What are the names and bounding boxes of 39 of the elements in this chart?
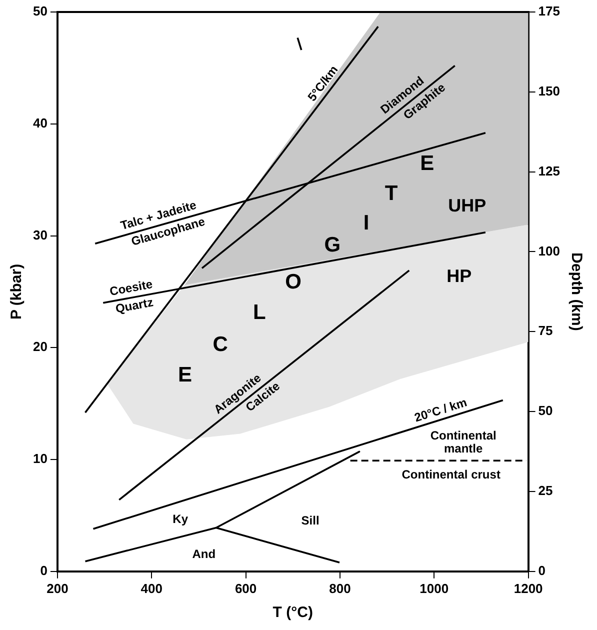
y-tick-label: 30 (32, 227, 48, 242)
x-axis-title: T (°C) (272, 604, 313, 622)
y2-axis-title: Depth (km) (568, 252, 585, 331)
annotation: Continental mantle (430, 428, 496, 456)
annotation: G (324, 234, 341, 257)
y2-tick-label: 25 (538, 483, 553, 498)
y2-tick-label: 50 (538, 403, 553, 418)
annotation: Sill (301, 513, 320, 528)
y2-tick-label: 150 (538, 83, 560, 98)
annotation: I (363, 211, 370, 234)
annotation: E (178, 363, 192, 386)
annotation: UHP (448, 196, 486, 216)
x-tick-label: 1200 (514, 580, 543, 596)
y-tick-label: 0 (40, 562, 48, 578)
annotation: C (212, 333, 228, 356)
annotation: Ky (172, 512, 188, 526)
y-tick-label: 10 (32, 451, 48, 466)
x-tick-label: 400 (140, 580, 162, 596)
y2-tick-label: 75 (538, 323, 553, 338)
annotation: T (384, 182, 398, 206)
annotation: And (192, 546, 216, 561)
annotation: 20°C / km (412, 395, 469, 425)
annotation: O (285, 270, 302, 294)
x-tick-label: 200 (46, 580, 68, 596)
y-tick-label: 40 (32, 115, 48, 130)
y2-tick-label: 175 (538, 4, 560, 19)
y-tick-label: 20 (32, 339, 48, 354)
annotation: E (420, 152, 434, 175)
y2-tick-label: 100 (538, 243, 560, 258)
x-tick-label: 1000 (420, 580, 449, 596)
y2-tick-label: 0 (538, 562, 546, 578)
x-tick-label: 600 (234, 580, 257, 596)
y-axis-title: P (kbar) (8, 264, 26, 320)
x-tick-label: 800 (329, 580, 351, 596)
annotation: HP (446, 266, 472, 286)
annotation: L (253, 300, 266, 324)
y2-tick-label: 125 (538, 163, 560, 178)
y-tick-label: 50 (32, 4, 48, 19)
annotation: Continental crust (402, 467, 500, 482)
